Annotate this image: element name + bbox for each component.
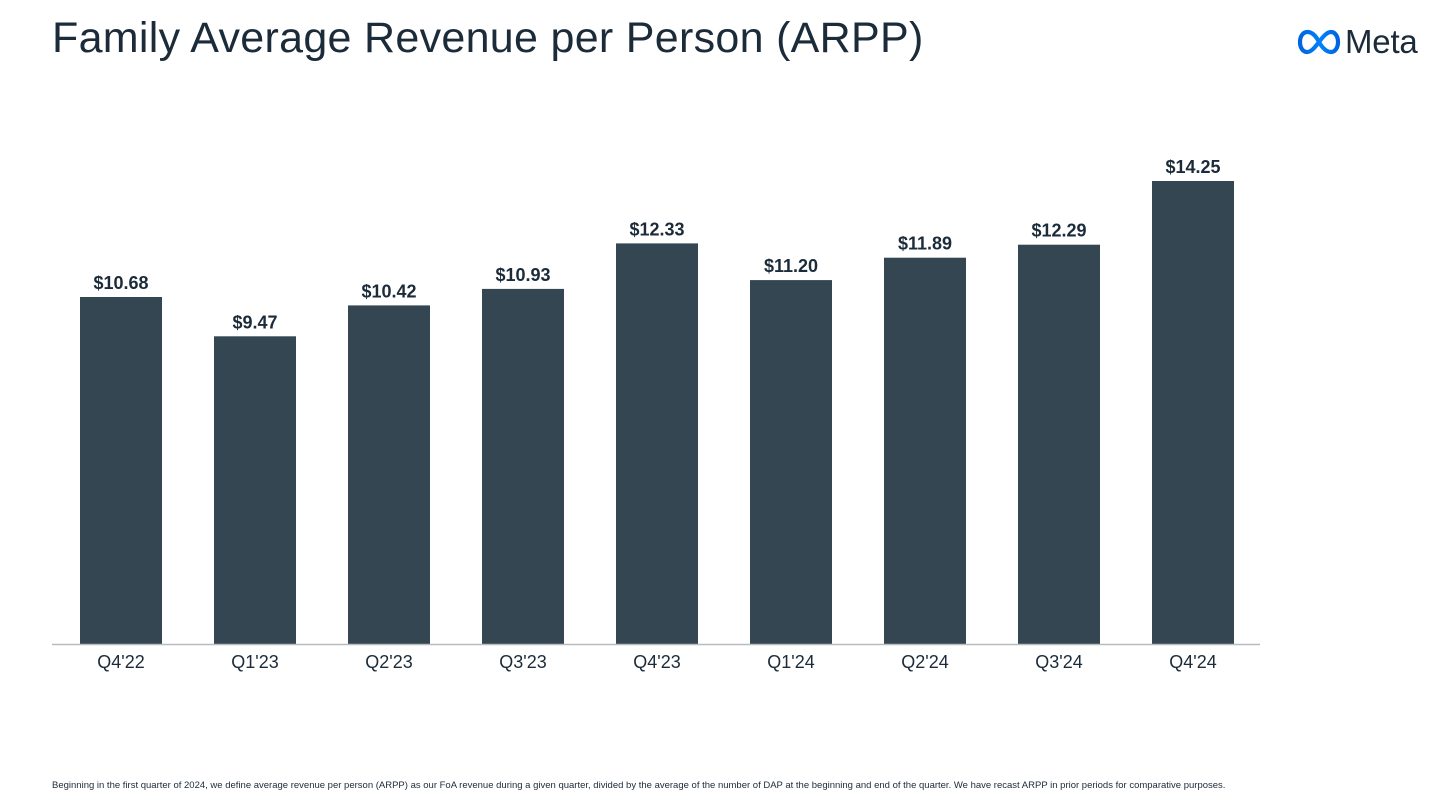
data-label: $14.25 — [1165, 157, 1220, 177]
x-tick-label: Q2'24 — [901, 652, 948, 672]
bar-Q4'24 — [1152, 181, 1234, 644]
x-tick-label: Q1'24 — [767, 652, 814, 672]
data-label: $11.89 — [898, 234, 952, 254]
data-label: $10.93 — [495, 265, 550, 285]
x-tick-label: Q2'23 — [365, 652, 412, 672]
data-label: $10.42 — [361, 281, 416, 301]
data-label: $12.29 — [1031, 221, 1086, 241]
data-label: $11.20 — [764, 256, 818, 276]
data-label: $10.68 — [93, 273, 148, 293]
logo-text: Meta — [1345, 23, 1418, 60]
data-label: $12.33 — [629, 219, 684, 239]
bar-Q3'24 — [1018, 244, 1100, 644]
arpp-bar-chart: $10.68 Q4'22 $9.47 Q1'23 $10.42 Q2'23 $10.93 Q3… — [52, 157, 1260, 672]
footnote: Beginning in the first quarter of 2024, … — [52, 780, 1226, 791]
x-tick-label: Q4'24 — [1169, 652, 1216, 672]
page-title: Family Average Revenue per Person (ARPP) — [52, 14, 924, 62]
bar-Q2'23 — [348, 305, 430, 644]
bar-Q4'22 — [80, 297, 162, 644]
data-label: $9.47 — [232, 312, 277, 332]
meta-infinity-icon — [1297, 29, 1341, 55]
x-tick-label: Q4'23 — [633, 652, 680, 672]
bar-Q4'23 — [616, 243, 698, 644]
x-tick-label: Q3'23 — [499, 652, 546, 672]
meta-logo: Meta — [1297, 22, 1418, 62]
bar-Q2'24 — [884, 257, 966, 644]
x-tick-label: Q1'23 — [231, 652, 278, 672]
x-tick-label: Q4'22 — [97, 652, 144, 672]
bar-Q1'24 — [750, 280, 832, 644]
x-tick-label: Q3'24 — [1035, 652, 1082, 672]
bar-Q3'23 — [482, 288, 564, 644]
bar-Q1'23 — [214, 336, 296, 644]
